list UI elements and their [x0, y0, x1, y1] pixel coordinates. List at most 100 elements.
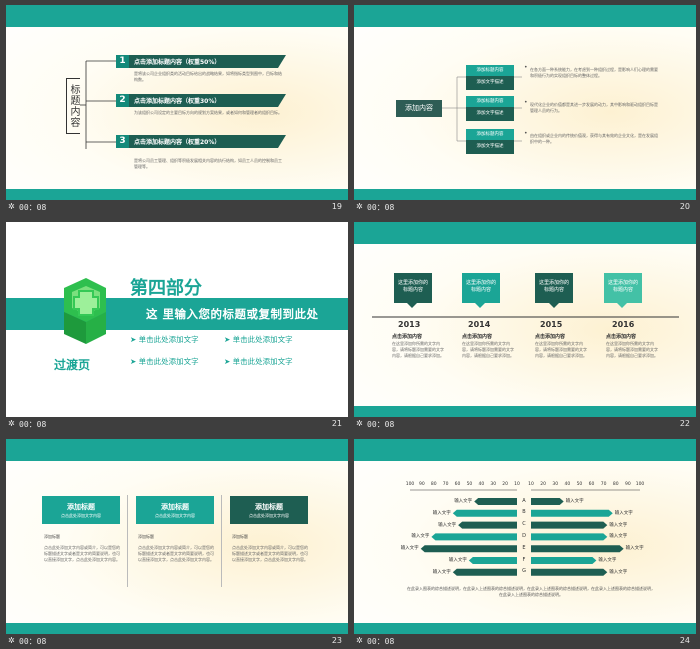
slide-20-thumbnail[interactable]: 添加内容 添加标题内容 添加文字描述 添加标题内容 添加文字描述 添加标题内容 … [354, 5, 696, 215]
part-title: 第四部分 [130, 278, 202, 299]
left-bar [468, 557, 517, 564]
right-bar [531, 568, 608, 576]
bullet-item[interactable]: ➤ 单击此处添加文字 [130, 334, 199, 345]
timeline [372, 302, 679, 318]
slide-20: 添加内容 添加标题内容 添加文字描述 添加标题内容 添加文字描述 添加标题内容 … [354, 5, 696, 200]
item-desc: 为该组织公司设定的主要目标方向的规划方案结果，或者如何和管理者的组织目标。 [134, 110, 282, 115]
row-key: D [522, 532, 526, 539]
slide-bottom-band [354, 189, 696, 200]
title-box[interactable]: 添加标题内容 添加文字描述 [466, 96, 514, 121]
slide-top-band [354, 222, 696, 244]
slide-top-band [354, 439, 696, 461]
slide-24: 100 90 80 70 60 50 40 30 20 10 10 20 30 40 50 60 70 80 90… [354, 439, 696, 634]
box-title: 添加标题内容 [466, 65, 514, 76]
item-title[interactable]: 点击添加标题内容（权重30%） [134, 98, 221, 105]
slide-bottom-band [6, 623, 348, 634]
content-head: 点击添加内容 [462, 334, 493, 340]
left-bar [420, 545, 517, 553]
bullet-text: 单击此处添加文字 [232, 335, 293, 344]
card-body: 点击此处添加文字内容或简介，可以是您的标题描述文字或者是文字的简要说明，也可以直… [138, 545, 214, 562]
card-header[interactable]: 添加标题 点击此处添加文字内容 [42, 496, 120, 524]
butterfly-chart [410, 489, 640, 576]
tick-label: 20 [540, 482, 546, 487]
slide-24-thumbnail[interactable]: 100 90 80 70 60 50 40 30 20 10 10 20 30 40 50 60 70 80 90… [354, 439, 696, 649]
transition-star-icon: ✲ [8, 202, 15, 211]
timeline-box[interactable]: 这里添加你的标题内容 [604, 273, 642, 303]
left-label: 输入文字 [411, 534, 430, 540]
right-label: 输入文字 [609, 569, 628, 575]
title-band [6, 298, 348, 330]
tick-label: 90 [625, 482, 631, 487]
tick-label: 60 [454, 482, 461, 487]
bullet-text: 单击此处添加文字 [232, 357, 293, 366]
timeline-box[interactable]: 这里添加你的标题内容 [535, 273, 573, 303]
item-number: 3 [119, 136, 126, 146]
slide-23-thumbnail[interactable]: 添加标题 点击此处添加文字内容 添加标题 点击此处添加文字内容 添加标题 点击此… [6, 439, 348, 649]
slide-21-thumbnail[interactable]: 第四部分 这 里输入您的标题或复制到此处 过渡页 ➤ 单击此处添加文字 ➤ 单击… [6, 222, 348, 432]
item-title[interactable]: 点击添加标题内容（权重20%） [134, 139, 221, 146]
card-title: 添加标题 [161, 503, 189, 511]
item-number: 2 [119, 95, 126, 105]
bullet-dot: • [524, 64, 528, 71]
left-label: 输入文字 [454, 499, 473, 504]
slide-info-bar: ✲ 00：08 20 [354, 201, 696, 215]
row-key: C [522, 521, 526, 528]
title-box[interactable]: 添加标题内容 添加文字描述 [466, 129, 514, 154]
tick-label: 100 [635, 482, 645, 487]
item-desc: 是将该公司企业组织类的活动目标给出的战略结果，如将指标类型到图中，目标和结构数。 [134, 71, 282, 82]
content-head: 点击添加内容 [606, 334, 637, 340]
arrow-icon: ➤ [130, 335, 139, 344]
point-text: 在各方面一种系统能力，在考虑到一种组织过程，是影响人们心理的需要和积极行为的实现… [530, 67, 658, 78]
transition-star-icon: ✲ [356, 636, 363, 645]
bullet-dot: • [524, 99, 528, 106]
slide-info-bar: ✲ 00：08 23 [6, 635, 348, 649]
right-bar [531, 509, 613, 517]
timeline-box[interactable]: 这里添加你的标题内容 [394, 273, 432, 303]
center-box[interactable]: 添加内容 [396, 100, 442, 117]
right-label: 输入文字 [609, 522, 628, 528]
slide-top-band [6, 439, 348, 461]
year-label: 2015 [540, 320, 563, 329]
item-title[interactable]: 点击添加标题内容（权重50%） [134, 59, 221, 66]
arrow-icon: ➤ [130, 357, 139, 366]
card-body: 点击此处添加文字内容或简介，可以是您的标题描述文字或者是文字的简要说明，也可以直… [232, 545, 308, 562]
chart-caption: 在此录入图表的综合描述说明，在此录入上述图表的综合描述说明，在此录入上述图表的综… [407, 586, 655, 597]
subtitle[interactable]: 这 里输入您的标题或复制到此处 [146, 307, 319, 321]
tick-label: 40 [478, 482, 485, 487]
right-label: 输入文字 [614, 510, 633, 516]
box-desc: 添加文字描述 [476, 80, 504, 85]
card-sub: 点击此处添加文字内容 [155, 513, 195, 518]
card-label: 添加标题 [44, 534, 60, 539]
slide-22-thumbnail[interactable]: 这里添加你的标题内容 这里添加你的标题内容 这里添加你的标题内容 这里添加你的标… [354, 222, 696, 432]
card-title: 添加标题 [255, 503, 283, 511]
transition-star-icon: ✲ [356, 419, 363, 428]
slide-bottom-band [354, 623, 696, 634]
left-bar [452, 509, 517, 517]
timeline-box[interactable]: 这里添加你的标题内容 [462, 273, 500, 303]
slide-23: 添加标题 点击此处添加文字内容 添加标题 点击此处添加文字内容 添加标题 点击此… [6, 439, 348, 634]
bullet-item[interactable]: ➤ 单击此处添加文字 [224, 334, 293, 345]
card-sub: 点击此处添加文字内容 [61, 513, 101, 518]
slide-number: 19 [331, 202, 342, 211]
card-header[interactable]: 添加标题 点击此处添加文字内容 [230, 496, 308, 524]
bullet-item[interactable]: ➤ 单击此处添加文字 [224, 356, 293, 367]
tick-label: 70 [600, 482, 607, 487]
bullet-text: 单击此处添加文字 [138, 357, 199, 366]
card-header[interactable]: 添加标题 点击此处添加文字内容 [136, 496, 214, 524]
slide-bottom-band [6, 189, 348, 200]
point-text: 现代化企业的价值都是其进一步发展的动力，其中影响和驱动组织目标是管理人员的行为。 [530, 102, 658, 113]
content-desc: 在这里添加你所需的文字内容，请将标题添加需要的文字内容，请根据自己要求添加。 [535, 341, 587, 358]
slide-duration: 00：08 [367, 637, 395, 646]
slide-info-bar: ✲ 00：08 24 [354, 635, 696, 649]
slide-duration: 00：08 [19, 420, 47, 429]
card-label: 添加标题 [232, 534, 248, 539]
slide-19-thumbnail[interactable]: 标题内容 1 点击添加标题内容（权重50%） 是将该公司企业组织类的活动目标给出… [6, 5, 348, 215]
content-desc: 在这里添加你所需的文字内容，请将标题添加需要的文字内容，请根据自己要求添加。 [462, 341, 514, 358]
title-box[interactable]: 添加标题内容 添加文字描述 [466, 65, 514, 90]
box-desc: 添加文字描述 [476, 144, 504, 149]
tick-label: 40 [564, 482, 571, 487]
bullet-item[interactable]: ➤ 单击此处添加文字 [130, 356, 199, 367]
right-label: 输入文字 [598, 558, 617, 563]
tick-label: 80 [430, 482, 437, 487]
cube-plus-icon [64, 278, 106, 344]
